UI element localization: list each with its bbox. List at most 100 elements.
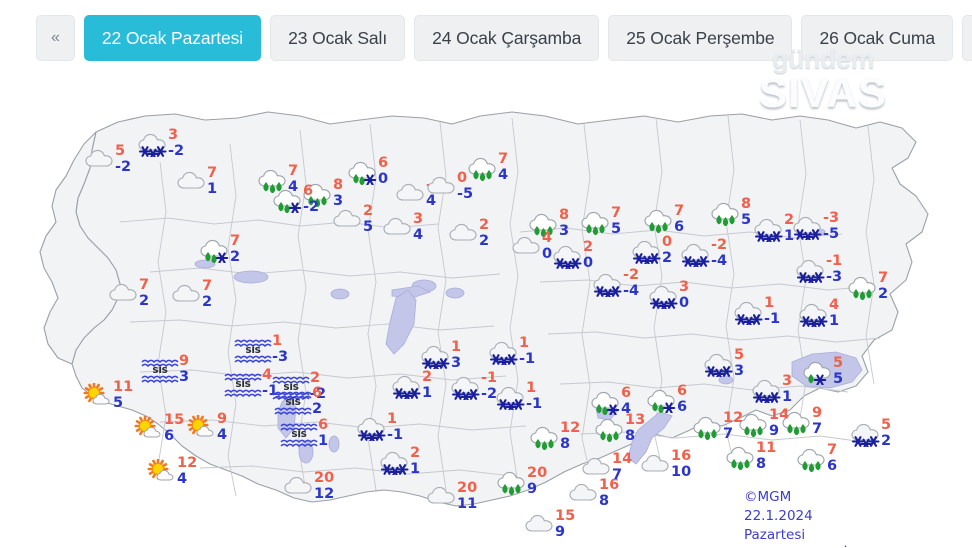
temp-min: 6 [677, 399, 688, 415]
temp-min: 4 [217, 427, 228, 443]
cloudy-icon [447, 221, 481, 247]
temp-min: 7 [812, 421, 823, 437]
prev-days-button[interactable]: « [36, 15, 75, 61]
tab-23-ocak-sali[interactable]: 23 Ocak Salı [270, 15, 406, 61]
turkey-weather-map: 3-25-2717460836-2-140-574253422834020757… [0, 72, 972, 548]
temp-max: 8 [333, 177, 344, 193]
fog-icon: sis [223, 369, 263, 399]
temp-max: 4 [829, 297, 840, 313]
temp-max: -1 [481, 370, 498, 386]
temp-max: 1 [519, 335, 530, 351]
temp-min: 12 [314, 486, 335, 502]
temp-max: 7 [498, 151, 509, 167]
rain-icon [709, 200, 743, 227]
temp-min: 5 [833, 371, 844, 387]
forecast-day-tabs: « 22 Ocak Pazartesi 23 Ocak Salı 24 Ocak… [0, 0, 972, 76]
temp-max: 6 [312, 385, 323, 401]
temp-max: 15 [164, 412, 185, 428]
fog-icon: sis [140, 355, 180, 385]
temp-max: 5 [115, 143, 126, 159]
temp-min: 9 [527, 481, 538, 497]
cloudy-icon [510, 234, 544, 260]
rain-icon [737, 411, 771, 438]
temp-max: 1 [272, 333, 283, 349]
temp-min: 4 [288, 179, 299, 195]
sunny-icon [185, 414, 219, 441]
temp-max: 20 [314, 470, 335, 486]
snow-icon [732, 299, 766, 328]
temp-min: 7 [612, 467, 623, 483]
temp-min: -1 [519, 351, 536, 367]
temp-max: 3 [413, 211, 424, 227]
rain-icon [795, 446, 829, 473]
temp-max: 1 [764, 295, 775, 311]
tab-25-ocak-persembe[interactable]: 25 Ocak Perşembe [608, 15, 793, 61]
water-icon [801, 359, 835, 386]
temp-max: 7 [827, 442, 838, 458]
temp-max: 7 [139, 277, 150, 293]
temp-max: 15 [555, 508, 576, 524]
fog-label: sis [291, 428, 307, 440]
temp-max: 3 [679, 279, 690, 295]
rain-snow-icon [346, 159, 380, 186]
temp-max: 6 [621, 385, 632, 401]
snow-icon [551, 243, 585, 272]
temp-max: 8 [741, 196, 752, 212]
cloudy-icon [331, 207, 365, 233]
snow-icon [419, 343, 453, 372]
snow-icon [494, 384, 528, 413]
tab-24-ocak-carsamba[interactable]: 24 Ocak Çarşamba [414, 15, 600, 61]
temp-min: 2 [139, 293, 150, 309]
tab-26-ocak-cuma[interactable]: 26 Ocak Cuma [801, 15, 953, 61]
temp-max: 9 [217, 411, 228, 427]
rain-icon [579, 209, 613, 236]
credit-source: ©MGM [744, 489, 792, 505]
snow-icon [355, 415, 389, 444]
temp-min: 2 [881, 433, 892, 449]
next-days-button[interactable]: » [962, 15, 972, 61]
cloudy-icon [394, 181, 428, 207]
temp-min: 4 [177, 471, 188, 487]
temp-min: 3 [451, 355, 462, 371]
temp-max: 12 [177, 455, 198, 471]
temp-max: 5 [881, 417, 892, 433]
temp-max: 9 [179, 353, 190, 369]
temp-max: 5 [734, 347, 745, 363]
temp-min: 4 [413, 227, 424, 243]
cloudy-icon [567, 481, 601, 507]
temp-min: -3 [272, 349, 289, 365]
temp-min: 3 [734, 363, 745, 379]
temp-max: 2 [310, 370, 321, 386]
cloudy-icon [107, 281, 141, 307]
snow-icon [679, 241, 713, 270]
rain-icon [691, 414, 725, 441]
cloudy-icon [83, 147, 117, 173]
temp-max: 8 [559, 207, 570, 223]
temp-max: 6 [378, 155, 389, 171]
credit-day: Pazartesi [744, 527, 806, 544]
credit-period: 00:00-24:00TSİ [744, 545, 847, 548]
rain-icon [846, 274, 880, 301]
temp-min: -5 [823, 226, 840, 242]
snow-icon [630, 238, 664, 267]
temp-min: 2 [878, 286, 889, 302]
temp-min: 5 [611, 221, 622, 237]
gundem-sivas-logo: gündem SIVAS [732, 46, 914, 113]
temp-min: 11 [457, 496, 478, 512]
temp-max: 6 [303, 183, 314, 199]
temp-min: -5 [457, 186, 474, 202]
temp-min: 8 [625, 428, 636, 444]
temp-min: 0 [583, 255, 594, 271]
tab-22-ocak-pazartesi[interactable]: 22 Ocak Pazartesi [83, 15, 262, 61]
temp-max: 3 [782, 373, 793, 389]
fog-icon: sis [279, 419, 319, 449]
temp-max: 7 [611, 205, 622, 221]
temp-min: 0 [378, 171, 389, 187]
temp-min: 6 [827, 458, 838, 474]
temp-min: -2 [168, 143, 185, 159]
temp-max: -2 [711, 237, 728, 253]
cloudy-icon [175, 169, 209, 195]
temp-max: 0 [662, 234, 673, 250]
rain-icon [527, 211, 561, 238]
temp-min: -1 [764, 311, 781, 327]
